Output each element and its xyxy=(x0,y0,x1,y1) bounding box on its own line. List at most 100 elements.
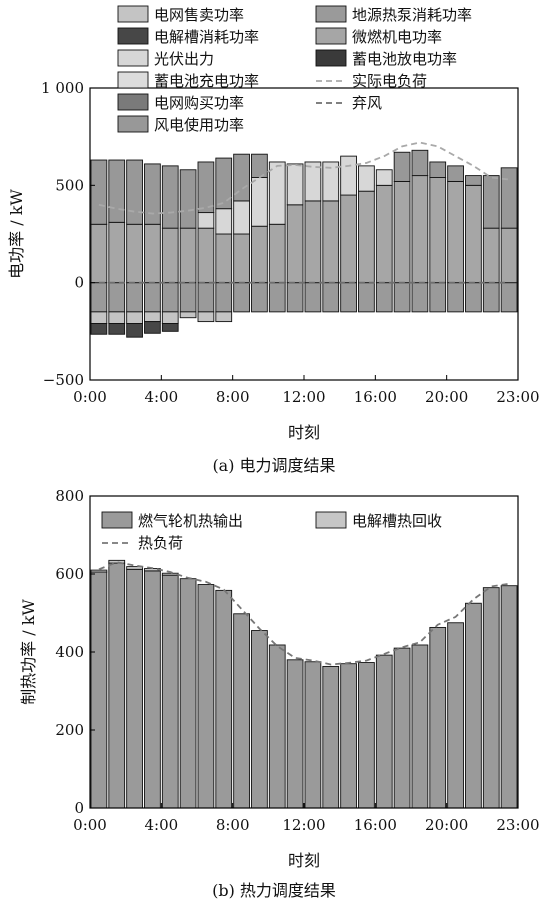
xtick-label-0-2: 8:00 xyxy=(216,388,250,406)
bar-0-4-22 xyxy=(482,227,500,284)
bar-0-4-9 xyxy=(251,225,268,284)
bar-1-0-10 xyxy=(268,644,286,809)
bar-0-0-21 xyxy=(465,282,482,313)
bar-0-0-10 xyxy=(268,282,286,313)
legend-swatch-0-1 xyxy=(117,27,149,45)
bar-1-0-11 xyxy=(286,659,304,809)
bar-0-7-16 xyxy=(375,169,393,186)
bar-0-8-2 xyxy=(126,159,143,225)
heat-dispatch-chart: 0 200 400 600 800 0:00 4:00 8:00 12:00 16:00 20:0… xyxy=(19,487,540,900)
bar-1-0-1 xyxy=(108,562,126,809)
bar-0-0-19 xyxy=(429,282,447,313)
legend-item-0-4: 电网购买功率 xyxy=(117,93,244,112)
bar-1-0-3 xyxy=(144,570,161,809)
bar-0-4-16 xyxy=(375,184,393,284)
bar-0-0-23 xyxy=(500,282,518,313)
bar-0-0-17 xyxy=(393,282,411,313)
bar-1-0-17 xyxy=(393,647,411,809)
bar-0-4-17 xyxy=(393,180,411,284)
bar-0-7-14 xyxy=(340,155,357,196)
bar-0-4-6 xyxy=(197,227,215,284)
bar-0-2-3 xyxy=(144,321,161,334)
bar-0-0-14 xyxy=(340,282,357,313)
bar-1-0-0 xyxy=(90,571,108,809)
bar-0-7-11 xyxy=(286,163,304,206)
legend-label-1-1: 电解槽热回收 xyxy=(352,512,442,530)
bar-0-8-18 xyxy=(411,149,429,177)
bar-0-8-3 xyxy=(144,163,161,225)
bar-0-4-15 xyxy=(358,190,375,284)
bar-1-0-21 xyxy=(465,602,482,809)
xtick-label-1-2: 8:00 xyxy=(216,816,250,834)
bar-0-7-7 xyxy=(215,208,233,235)
bar-1-0-12 xyxy=(304,661,322,809)
bar-0-4-20 xyxy=(447,180,464,284)
bar-0-8-9 xyxy=(251,153,268,179)
legend-label-1-2: 热负荷 xyxy=(138,534,183,552)
bar-0-0-12 xyxy=(304,282,322,313)
heat-x-ticks: 0:00 4:00 8:00 12:00 16:00 20:00 23:00 xyxy=(73,803,540,834)
legend-label-0-6: 地源热泵消耗功率 xyxy=(352,6,472,24)
bar-0-1-5 xyxy=(179,311,197,319)
legend-item-1-2: 热负荷 xyxy=(102,534,183,552)
heat-caption: (b) 热力调度结果 xyxy=(212,881,336,900)
bar-0-2-0 xyxy=(90,323,108,335)
bar-0-7-12 xyxy=(304,161,322,202)
ytick-label-0-0: −500 xyxy=(43,371,84,389)
bar-1-0-23 xyxy=(500,585,518,809)
legend-item-0-9: 实际电负荷 xyxy=(316,72,427,90)
bar-0-8-19 xyxy=(429,161,447,178)
legend-item-0-10: 弃风 xyxy=(316,94,382,112)
xtick-label-0-6: 23:00 xyxy=(496,388,539,406)
xtick-label-1-6: 23:00 xyxy=(496,816,539,834)
bar-0-0-2 xyxy=(126,282,143,313)
bar-0-4-10 xyxy=(268,223,286,284)
bar-1-0-5 xyxy=(179,578,197,809)
line-1-2 xyxy=(98,561,510,666)
xtick-label-1-0: 0:00 xyxy=(73,816,107,834)
bar-0-0-11 xyxy=(286,282,304,313)
ytick-label-0-2: 500 xyxy=(55,176,84,194)
bar-1-0-2 xyxy=(126,568,143,809)
bar-1-1-0 xyxy=(90,569,108,573)
bar-0-4-18 xyxy=(411,175,429,284)
bar-0-7-6 xyxy=(197,212,215,229)
legend-label-0-7: 微燃机电功率 xyxy=(352,28,442,46)
bar-0-4-4 xyxy=(161,227,179,284)
legend-swatch-0-5 xyxy=(117,115,149,133)
bar-0-4-8 xyxy=(233,233,250,284)
bar-0-0-1 xyxy=(108,282,126,313)
bar-0-4-0 xyxy=(90,223,108,284)
xtick-label-0-3: 12:00 xyxy=(282,388,325,406)
heat-x-axis-label: 时刻 xyxy=(288,851,320,870)
bar-1-0-8 xyxy=(233,613,250,809)
bar-0-7-15 xyxy=(358,165,375,192)
bar-0-0-22 xyxy=(482,282,500,313)
legend-swatch-0-0 xyxy=(117,5,149,23)
bar-0-4-1 xyxy=(108,221,126,284)
legend-swatch-1-0 xyxy=(101,511,133,529)
ytick-label-1-4: 800 xyxy=(55,487,84,505)
bar-1-0-19 xyxy=(429,626,447,809)
bar-0-8-21 xyxy=(465,175,482,186)
bar-0-8-4 xyxy=(161,165,179,229)
power-x-ticks: 0:00 4:00 8:00 12:00 16:00 20:00 23:00 xyxy=(73,375,540,406)
heat-lines xyxy=(98,561,510,666)
legend-label-0-4: 电网购买功率 xyxy=(154,94,244,112)
bar-0-1-7 xyxy=(215,311,233,323)
legend-item-0-2: 光伏出力 xyxy=(117,49,214,68)
legend-swatch-1-1 xyxy=(315,511,347,529)
heat-bars xyxy=(90,559,518,809)
legend-swatch-0-4 xyxy=(117,93,149,111)
legend-label-0-3: 蓄电池充电功率 xyxy=(154,72,259,90)
bar-0-8-23 xyxy=(500,167,518,229)
bar-0-4-3 xyxy=(144,223,161,284)
legend-label-0-9: 实际电负荷 xyxy=(352,72,427,90)
bar-1-0-22 xyxy=(482,587,500,809)
bar-0-0-5 xyxy=(179,282,197,313)
bar-0-0-18 xyxy=(411,282,429,313)
legend-item-0-6: 地源热泵消耗功率 xyxy=(315,5,472,24)
